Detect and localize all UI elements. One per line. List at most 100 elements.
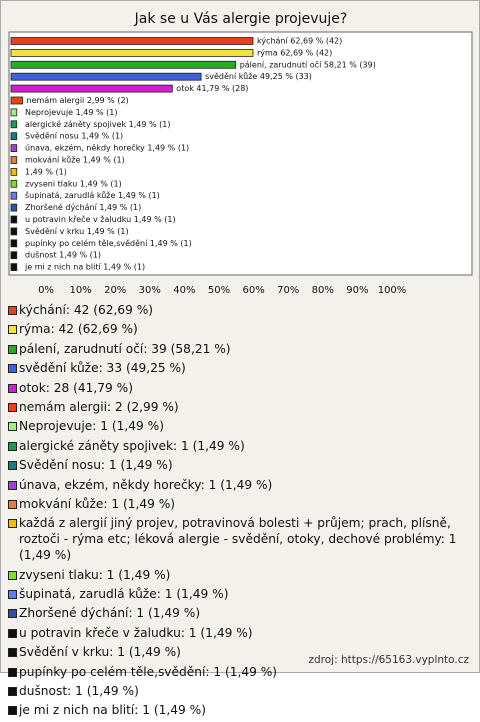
- legend-swatch: [8, 667, 17, 677]
- legend-item: únava, ekzém, někdy horečky: 1 (1,49 %): [7, 477, 475, 493]
- legend-label: rýma: 42 (62,69 %): [19, 322, 138, 337]
- legend-swatch: [8, 344, 17, 354]
- legend-item: Svědění nosu: 1 (1,49 %): [7, 457, 475, 473]
- legend-swatch: [8, 519, 17, 529]
- chart-title: Jak se u Vás alergie projevuje?: [134, 11, 348, 27]
- legend-swatch: [8, 364, 17, 374]
- legend-label: otok: 28 (41,79 %): [19, 380, 133, 395]
- bar: [10, 251, 18, 260]
- bar-label: otok 41,79 % (28): [176, 84, 248, 93]
- legend-item: mokvání kůže: 1 (1,49 %): [7, 496, 475, 512]
- legend-swatch: [8, 383, 17, 393]
- bar-label: kýchání 62,69 % (42): [257, 37, 342, 46]
- bar-label: rýma 62,69 % (42): [257, 48, 332, 57]
- bar: [10, 239, 18, 248]
- bar: [10, 191, 18, 200]
- legend: kýchání: 42 (62,69 %) rýma: 42 (62,69 %) p…: [7, 302, 475, 722]
- bar: [10, 215, 18, 224]
- x-tick-label: 70%: [277, 285, 299, 296]
- legend-item: Svědění v krku: 1 (1,49 %): [7, 644, 475, 660]
- bar-label: Svědění nosu 1,49 % (1): [25, 132, 123, 141]
- bar: [10, 49, 254, 57]
- legend-swatch: [8, 609, 17, 619]
- x-tick-label: 10%: [69, 285, 91, 296]
- legend-label: únava, ekzém, někdy horečky: 1 (1,49 %): [19, 477, 273, 492]
- legend-item: pupínky po celém těle,svědění: 1 (1,49 %…: [7, 664, 475, 680]
- legend-label: Svědění v krku: 1 (1,49 %): [19, 645, 181, 660]
- legend-item: alergické záněty spojivek: 1 (1,49 %): [7, 438, 475, 454]
- bar: [10, 37, 254, 45]
- legend-item: dušnost: 1 (1,49 %): [7, 683, 475, 699]
- legend-label: svědění kůže: 33 (49,25 %): [19, 361, 186, 376]
- legend-label: Zhoršené dýchání: 1 (1,49 %): [19, 606, 201, 621]
- bar-label: pálení, zarudnutí očí 58,21 % (39): [240, 59, 376, 69]
- legend-swatch: [8, 499, 17, 509]
- legend-swatch: [8, 628, 17, 638]
- legend-item: Neprojevuje: 1 (1,49 %): [7, 418, 475, 434]
- legend-swatch: [8, 480, 17, 490]
- legend-label: pupínky po celém těle,svědění: 1 (1,49 %…: [19, 664, 278, 679]
- legend-item: otok: 28 (41,79 %): [7, 380, 475, 396]
- bar: [10, 263, 18, 272]
- legend-label: je mi z nich na blití: 1 (1,49 %): [19, 703, 207, 718]
- legend-label: alergické záněty spojivek: 1 (1,49 %): [19, 438, 245, 453]
- legend-item: Zhoršené dýchání: 1 (1,49 %): [7, 605, 475, 621]
- bar: [10, 167, 18, 176]
- legend-label: šupinatá, zarudlá kůže: 1 (1,49 %): [19, 587, 229, 602]
- bar-label: alergické záněty spojivek 1,49 % (1): [25, 119, 170, 129]
- bar-label: Svědění v krku 1,49 % (1): [25, 227, 129, 236]
- legend-item: nemám alergii: 2 (2,99 %): [7, 399, 475, 415]
- legend-item: je mi z nich na blití: 1 (1,49 %): [7, 702, 475, 718]
- legend-item: kýchání: 42 (62,69 %): [7, 302, 475, 318]
- legend-swatch: [8, 325, 17, 335]
- legend-swatch: [8, 461, 17, 471]
- legend-swatch: [8, 422, 17, 432]
- legend-swatch: [8, 687, 17, 697]
- legend-swatch: [8, 648, 17, 658]
- bar: [10, 96, 23, 105]
- bar: [10, 84, 173, 93]
- bar-label: zvyseni tlaku 1,49 % (1): [25, 179, 122, 188]
- legend-label: Svědění nosu: 1 (1,49 %): [19, 458, 173, 473]
- legend-label: nemám alergii: 2 (2,99 %): [19, 399, 179, 414]
- bar-label: nemám alergii 2,99 % (2): [27, 96, 129, 105]
- legend-swatch: [8, 306, 17, 315]
- x-tick-label: 40%: [173, 285, 195, 296]
- legend-label: u potravin křeče v žaludku: 1 (1,49 %): [19, 625, 253, 640]
- x-tick-label: 0%: [38, 285, 54, 296]
- bar: [10, 203, 18, 212]
- source: zdroj: https://65163.vyplnto.cz: [308, 654, 470, 666]
- bar-label: únava, ekzém, někdy horečky 1,49 % (1): [25, 143, 189, 153]
- x-tick-label: 50%: [208, 285, 230, 296]
- legend-label: dušnost: 1 (1,49 %): [19, 684, 139, 699]
- legend-swatch: [8, 441, 17, 451]
- legend-swatch: [8, 706, 17, 716]
- bar-label: Neprojevuje 1,49 % (1): [25, 108, 117, 117]
- legend-swatch: [8, 570, 17, 580]
- legend-item: rýma: 42 (62,69 %): [7, 321, 475, 337]
- x-tick-label: 60%: [242, 285, 264, 296]
- bar-label: 1,49 % (1): [25, 167, 67, 176]
- bar-label: Zhoršené dýchání 1,49 % (1): [25, 202, 141, 212]
- bar-label: šupinatá, zarudlá kůže 1,49 % (1): [25, 190, 160, 200]
- legend-item: u potravin křeče v žaludku: 1 (1,49 %): [7, 625, 475, 641]
- plot-area: [8, 31, 473, 276]
- x-tick-label: 100%: [378, 285, 407, 296]
- legend-item: pálení, zarudnutí očí: 39 (58,21 %): [7, 341, 475, 357]
- legend-item: zvyseni tlaku: 1 (1,49 %): [7, 567, 475, 583]
- legend-swatch: [8, 402, 17, 412]
- bar-label: pupínky po celém těle,svědění 1,49 % (1): [25, 238, 192, 248]
- chart: Jak se u Vás alergie projevuje? 0% 10% 20%…: [8, 11, 473, 296]
- bar: [10, 132, 18, 141]
- bar-label: mokvání kůže 1,49 % (1): [25, 155, 125, 165]
- bar: [10, 179, 18, 188]
- x-tick-label: 20%: [104, 285, 126, 296]
- legend-swatch: [8, 590, 17, 600]
- bar: [10, 144, 18, 153]
- bar: [10, 108, 18, 117]
- legend-item: každá z alergií jiný projev, potravinová…: [7, 515, 475, 563]
- bar-label: je mi z nich na blití 1,49 % (1): [24, 263, 145, 272]
- x-tick-label: 30%: [139, 285, 161, 296]
- bar: [10, 72, 202, 81]
